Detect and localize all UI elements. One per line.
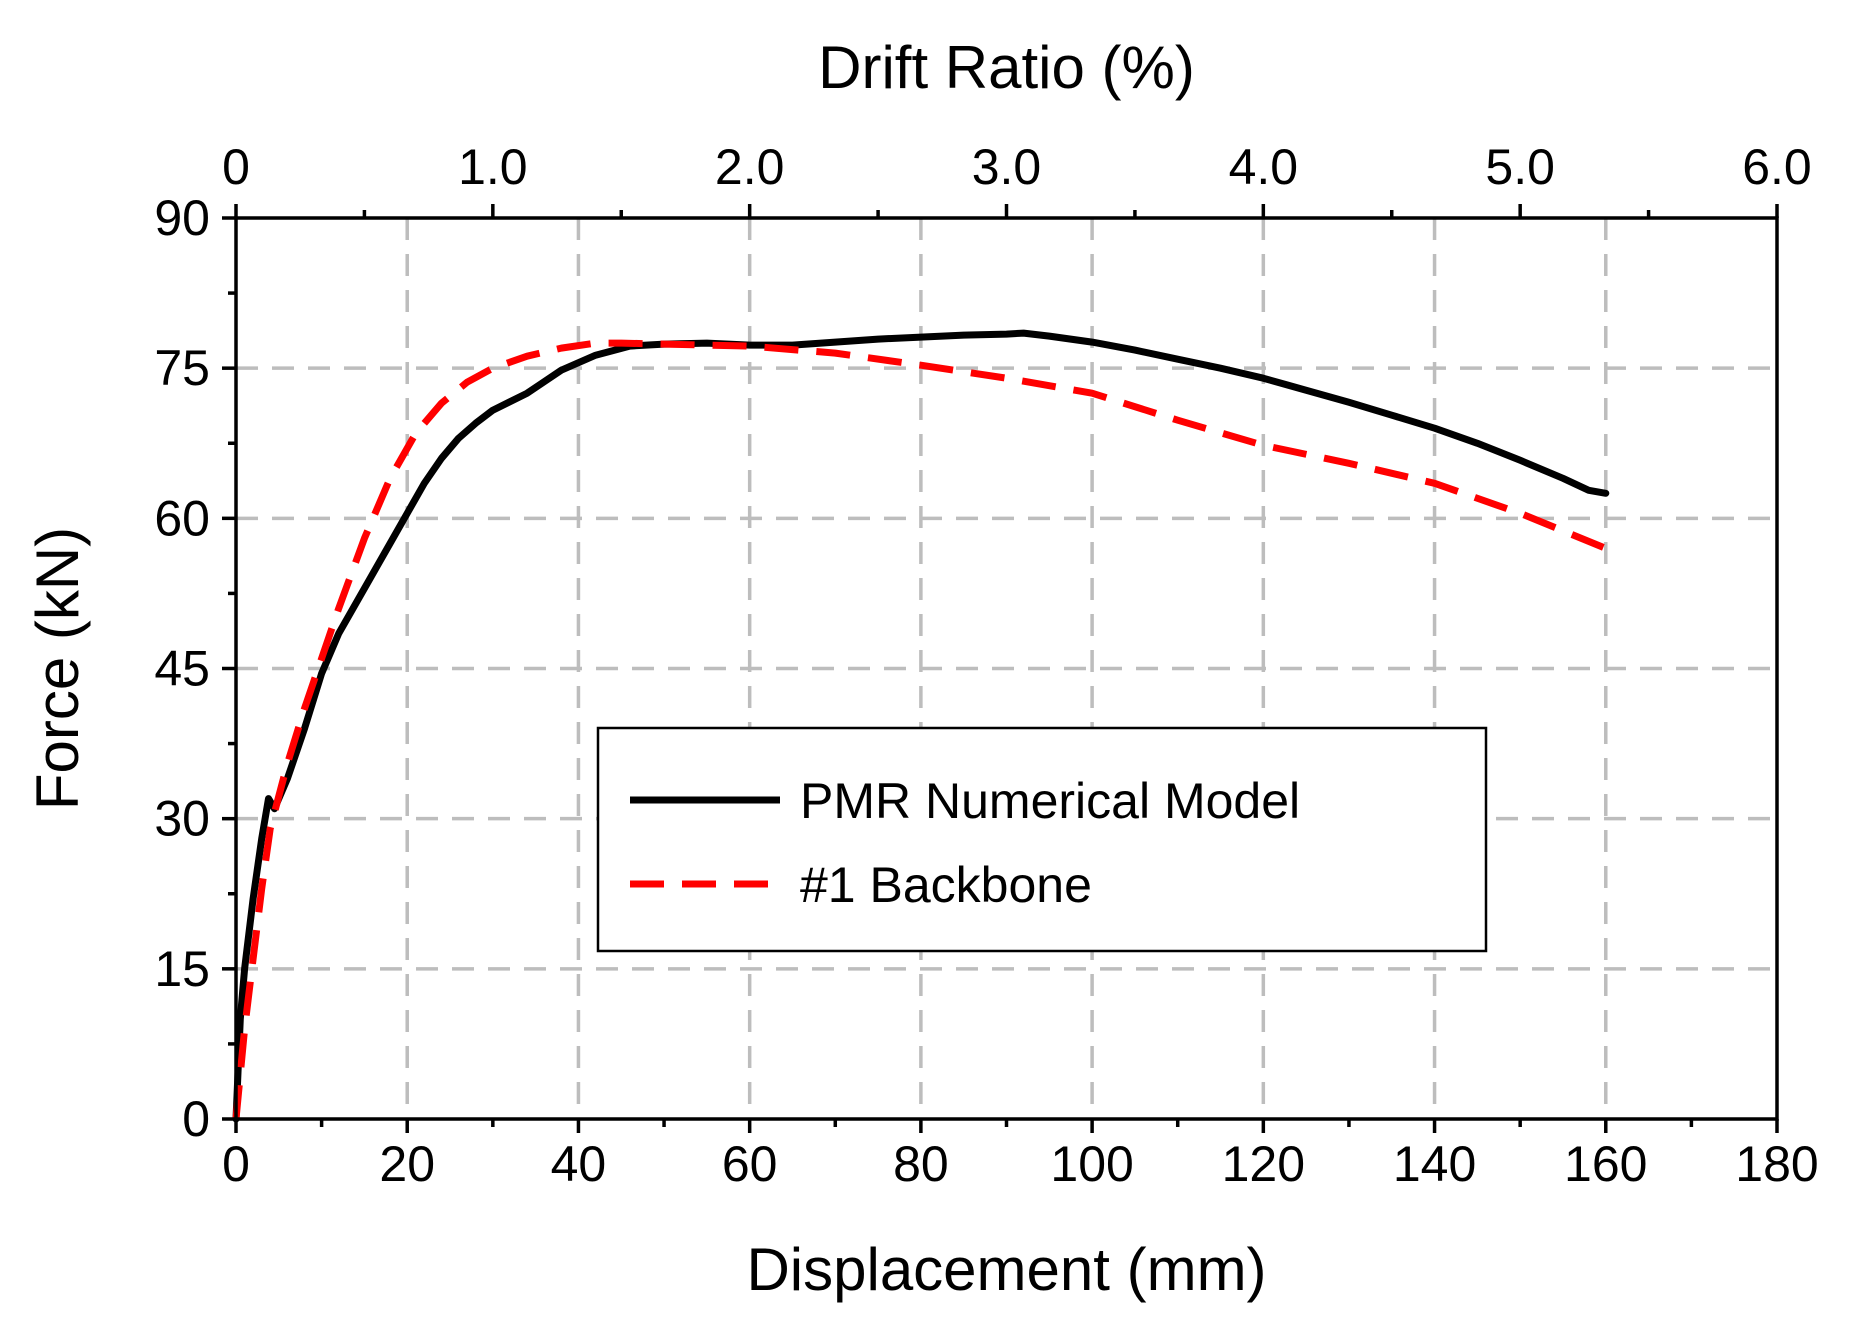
tick-layer	[222, 204, 1779, 1133]
y-tick-label: 30	[154, 791, 210, 847]
y-tick-label: 75	[154, 340, 210, 396]
x-tick-label: 140	[1393, 1136, 1476, 1192]
top-axis-title: Drift Ratio (%)	[818, 34, 1195, 101]
x-tick-label: 160	[1564, 1136, 1647, 1192]
legend-label-backbone: #1 Backbone	[800, 857, 1092, 913]
y-axis-title: Force (kN)	[24, 527, 91, 810]
x-tick-label: 60	[722, 1136, 778, 1192]
x-tick-label: 120	[1222, 1136, 1305, 1192]
x-axis-title: Displacement (mm)	[746, 1236, 1266, 1303]
x-tick-label: 40	[551, 1136, 607, 1192]
legend: PMR Numerical Model #1 Backbone	[596, 726, 1488, 953]
x2-tick-label: 6.0	[1742, 139, 1812, 195]
x-tick-label: 0	[222, 1136, 250, 1192]
y-tick-label: 90	[154, 190, 210, 246]
y-tick-label: 15	[154, 941, 210, 997]
legend-label-pmr-numerical-model: PMR Numerical Model	[800, 773, 1300, 829]
x-tick-label: 100	[1050, 1136, 1133, 1192]
x-tick-label: 20	[379, 1136, 435, 1192]
x2-tick-label: 3.0	[972, 139, 1042, 195]
x2-tick-label: 2.0	[715, 139, 785, 195]
x-tick-label: 180	[1735, 1136, 1818, 1192]
x2-tick-label: 0	[222, 139, 250, 195]
x-tick-label: 80	[893, 1136, 949, 1192]
x2-tick-label: 1.0	[458, 139, 528, 195]
x2-tick-label: 5.0	[1485, 139, 1555, 195]
y-tick-label: 0	[182, 1091, 210, 1147]
y-tick-label: 45	[154, 641, 210, 697]
y-tick-label: 60	[154, 490, 210, 546]
grid-layer	[236, 218, 1777, 1119]
series-line-1-backbone	[232, 339, 1608, 1120]
x2-tick-label: 4.0	[1229, 139, 1299, 195]
series-layer	[232, 329, 1610, 1123]
series-line-pmr-numerical-model	[232, 329, 1610, 1123]
legend-box	[596, 726, 1488, 953]
